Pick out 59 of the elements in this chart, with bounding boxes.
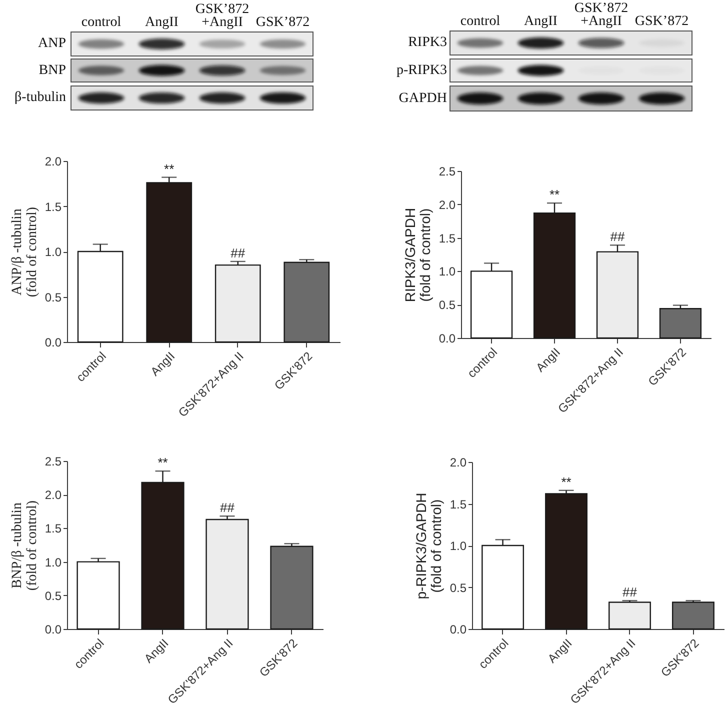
y-tick-label: 0.0: [438, 332, 456, 346]
category-label: GSK’872: [256, 15, 310, 30]
category-label: β-tubulin: [14, 90, 66, 105]
category-label: ANP: [38, 36, 66, 51]
bar: [206, 518, 249, 630]
category-label: control: [460, 14, 500, 29]
bar: [608, 602, 651, 630]
bar: [482, 544, 524, 630]
y-axis-title: RIPK3/GAPDH (fold of control): [402, 208, 433, 302]
y-tick-label: 0.5: [44, 588, 62, 603]
y-tick-label: 2.0: [450, 456, 467, 470]
y-tick-label: 1.0: [44, 245, 62, 259]
category-label: BNP: [38, 62, 66, 78]
y-tick-label: 1.0: [44, 555, 62, 570]
y-tick-label: 0.0: [44, 622, 62, 636]
bar: [659, 308, 702, 339]
y-tick-label: 2.0: [438, 198, 456, 212]
y-tick-label: 0.5: [450, 580, 467, 595]
y-tick-label: 0.5: [44, 290, 62, 304]
bar: [284, 262, 330, 343]
y-tick-label: 2.0: [44, 154, 62, 168]
category-label: AngII: [145, 15, 178, 30]
y-tick-label: 1.5: [438, 231, 456, 246]
y-tick-label: 1.0: [438, 264, 456, 279]
category-label: control: [81, 15, 122, 30]
category-label: GSK’872 +AngII: [195, 2, 250, 30]
annotation: ##: [220, 500, 236, 516]
y-tick-label: 2.0: [44, 488, 62, 502]
bar: [270, 546, 314, 630]
bar: [214, 264, 261, 343]
y-tick-label: 0.5: [438, 298, 456, 312]
y-tick-label: 2.5: [44, 454, 62, 468]
y-axis-title: ANP/β -tubulin (fold of control): [10, 206, 40, 298]
annotation: ##: [230, 245, 246, 260]
category-label: GSK’872 +AngII: [574, 1, 628, 29]
y-tick-label: 0.0: [450, 622, 467, 636]
bar: [545, 493, 588, 630]
bar: [672, 602, 714, 630]
y-axis-title: BNP/β -tubulin (fold of control): [10, 500, 40, 591]
annotation: **: [164, 161, 174, 176]
y-tick-label: 1.5: [450, 497, 467, 512]
y-tick-label: 1.5: [44, 522, 62, 536]
y-tick-label: 1.5: [44, 200, 62, 214]
bar: [76, 561, 120, 630]
category-label: GSK’872: [634, 14, 689, 29]
annotation: ##: [610, 229, 626, 244]
category-label: p-RIPK3: [396, 62, 447, 78]
annotation: **: [561, 474, 572, 490]
bar: [146, 182, 192, 343]
y-tick-label: 2.5: [438, 164, 456, 178]
annotation: **: [549, 187, 560, 202]
y-tick-label: 1.0: [450, 539, 467, 553]
y-axis-title: p-RIPK3/GAPDH (fold of control): [412, 492, 444, 600]
category-label: GAPDH: [398, 90, 447, 106]
y-tick-label: 0.0: [44, 336, 62, 350]
annotation: ##: [622, 584, 638, 600]
category-label: RIPK3: [408, 35, 447, 50]
category-label: AngII: [524, 14, 558, 29]
annotation: **: [158, 455, 168, 470]
